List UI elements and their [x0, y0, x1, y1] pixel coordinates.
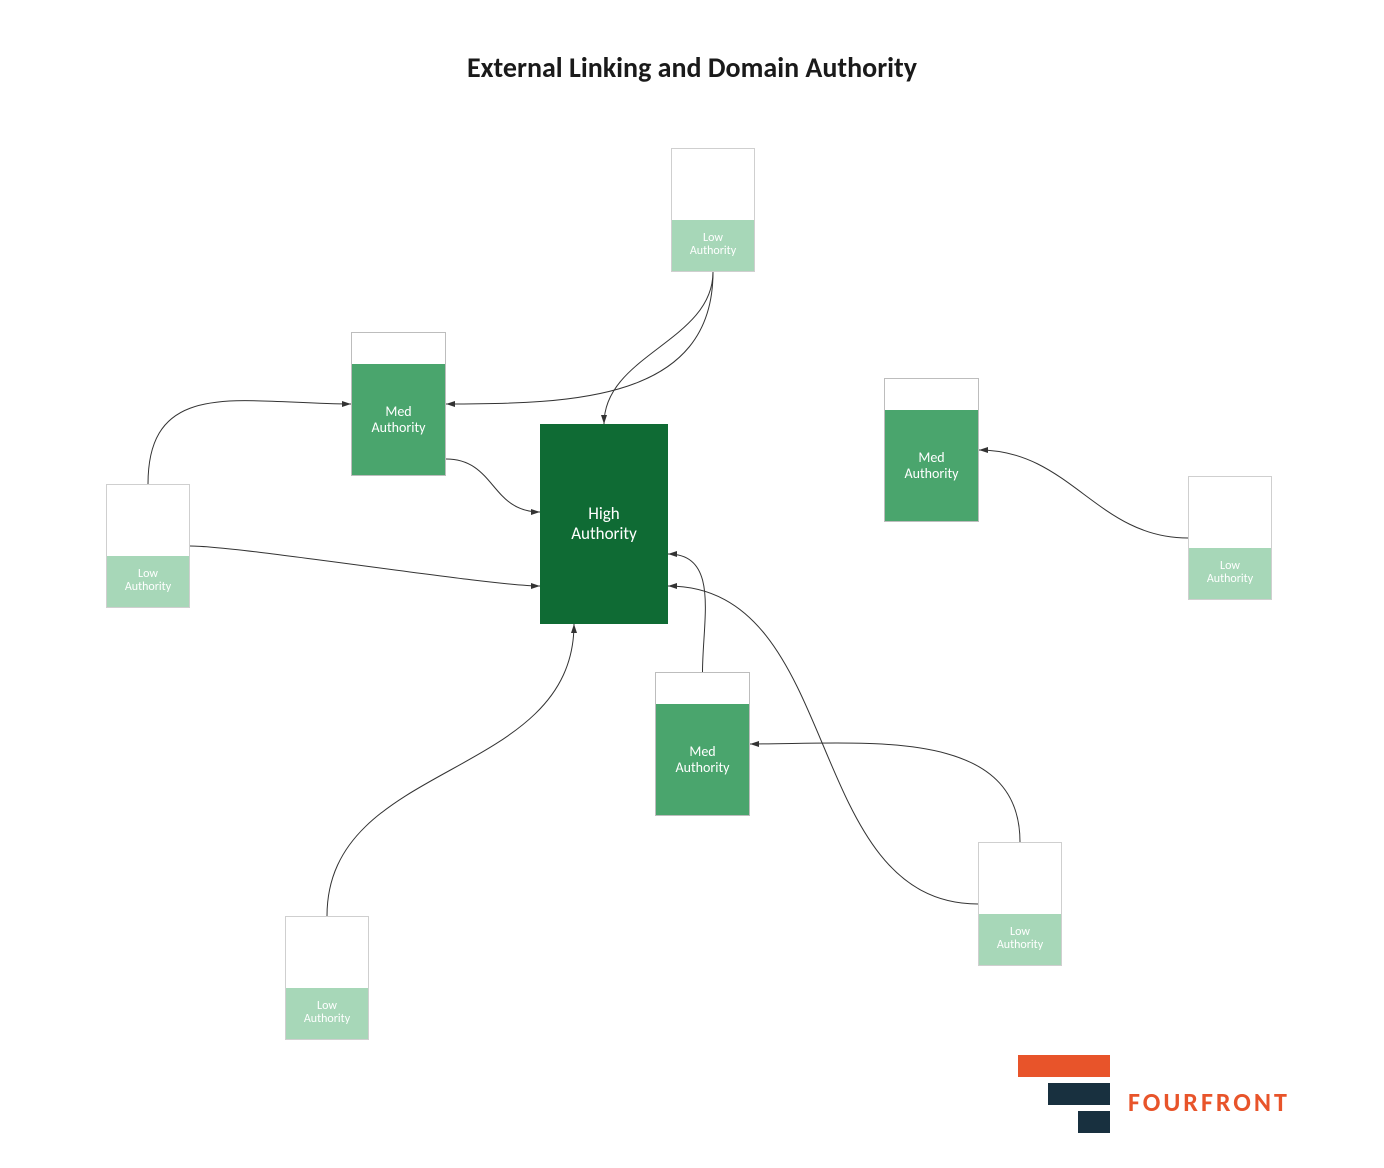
logo-bar [1048, 1083, 1110, 1105]
node-med1: Med Authority [351, 332, 446, 476]
node-med2: Med Authority [884, 378, 979, 522]
node-low5-fill: Low Authority [286, 988, 368, 1039]
node-low2-fill: Low Authority [107, 556, 189, 607]
brand-logo [1018, 1055, 1110, 1133]
brand-wordmark: FOURFRONT [1128, 1086, 1290, 1118]
node-low4: Low Authority [978, 842, 1062, 966]
node-high-fill: High Authority [541, 425, 667, 623]
node-low1-fill: Low Authority [672, 220, 754, 271]
nodes-layer: High Authority Med Authority Med Authority… [0, 0, 1384, 1168]
node-med3-fill: Med Authority [656, 704, 749, 815]
node-low1: Low Authority [671, 148, 755, 272]
node-low2: Low Authority [106, 484, 190, 608]
node-low3: Low Authority [1188, 476, 1272, 600]
node-med1-fill: Med Authority [352, 364, 445, 475]
logo-bar [1078, 1111, 1110, 1133]
node-med2-fill: Med Authority [885, 410, 978, 521]
node-low4-fill: Low Authority [979, 914, 1061, 965]
node-med3: Med Authority [655, 672, 750, 816]
node-low3-fill: Low Authority [1189, 548, 1271, 599]
node-low5: Low Authority [285, 916, 369, 1040]
logo-bar [1018, 1055, 1110, 1077]
node-high: High Authority [540, 424, 668, 624]
